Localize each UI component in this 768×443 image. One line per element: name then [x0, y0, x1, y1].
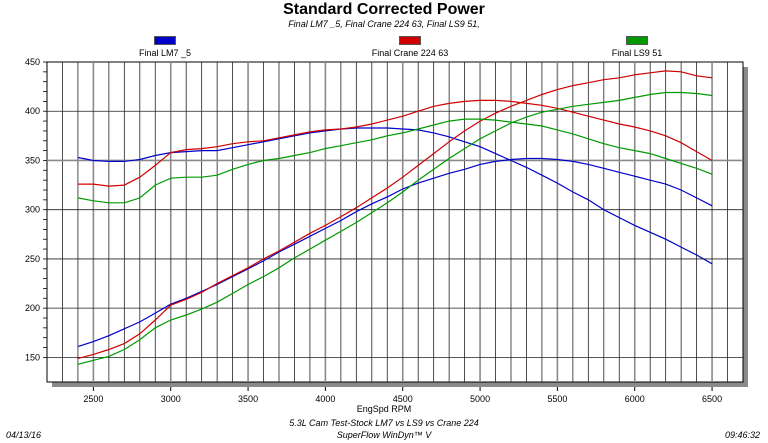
legend-item-crane: Final Crane 224 63	[340, 36, 480, 58]
x-tick-label: 3000	[161, 394, 181, 404]
legend-item-ls9: Final LS9 51	[567, 36, 707, 58]
series-line-2-curve-1	[77, 99, 713, 187]
chart-title: Standard Corrected Power	[283, 1, 485, 18]
x-tick-label: 5000	[470, 394, 490, 404]
y-tick-label: 300	[25, 205, 40, 215]
test-time: 09:46:32	[724, 430, 760, 440]
plot-frame	[46, 61, 744, 383]
legend-label: Final LS9 51	[611, 48, 663, 58]
legend-swatch	[399, 36, 421, 45]
y-tick-label: 400	[25, 106, 40, 116]
chart-subtitle: Final LM7 _5, Final Crane 224 63, Final …	[288, 19, 480, 29]
y-tick-label: 350	[25, 155, 40, 165]
legend-label: Final LM7 _5	[138, 48, 192, 58]
series-line-2-curve-2	[77, 70, 713, 359]
series-line-3-curve-1	[77, 118, 713, 204]
legend-swatch	[626, 36, 648, 45]
test-date: 04/13/16	[6, 430, 42, 440]
x-axis-label: EngSpd RPM	[356, 404, 412, 414]
x-tick-label: 4000	[315, 394, 335, 404]
x-tick-label: 5500	[547, 394, 567, 404]
software-name: SuperFlow WinDyn™ V	[336, 430, 432, 440]
legend-label: Final Crane 224 63	[371, 48, 449, 58]
y-tick-label: 150	[25, 352, 40, 362]
x-tick-label: 2500	[83, 394, 103, 404]
series-line-1-curve-2	[77, 157, 713, 348]
y-tick-label: 450	[25, 57, 40, 67]
x-tick-label: 3500	[238, 394, 258, 404]
test-name: 5.3L Cam Test-Stock LM7 vs LS9 vs Crane …	[289, 418, 479, 428]
series-line-1-curve-1	[77, 127, 713, 265]
series-line-3-curve-2	[77, 91, 713, 365]
x-tick-label: 6500	[702, 394, 722, 404]
y-tick-label: 250	[25, 254, 40, 264]
legend-swatch	[154, 36, 176, 45]
x-tick-label: 6000	[625, 394, 645, 404]
y-tick-label: 200	[25, 303, 40, 313]
x-tick-label: 4500	[393, 394, 413, 404]
legend-item-lm7: Final LM7 _5	[95, 36, 235, 58]
